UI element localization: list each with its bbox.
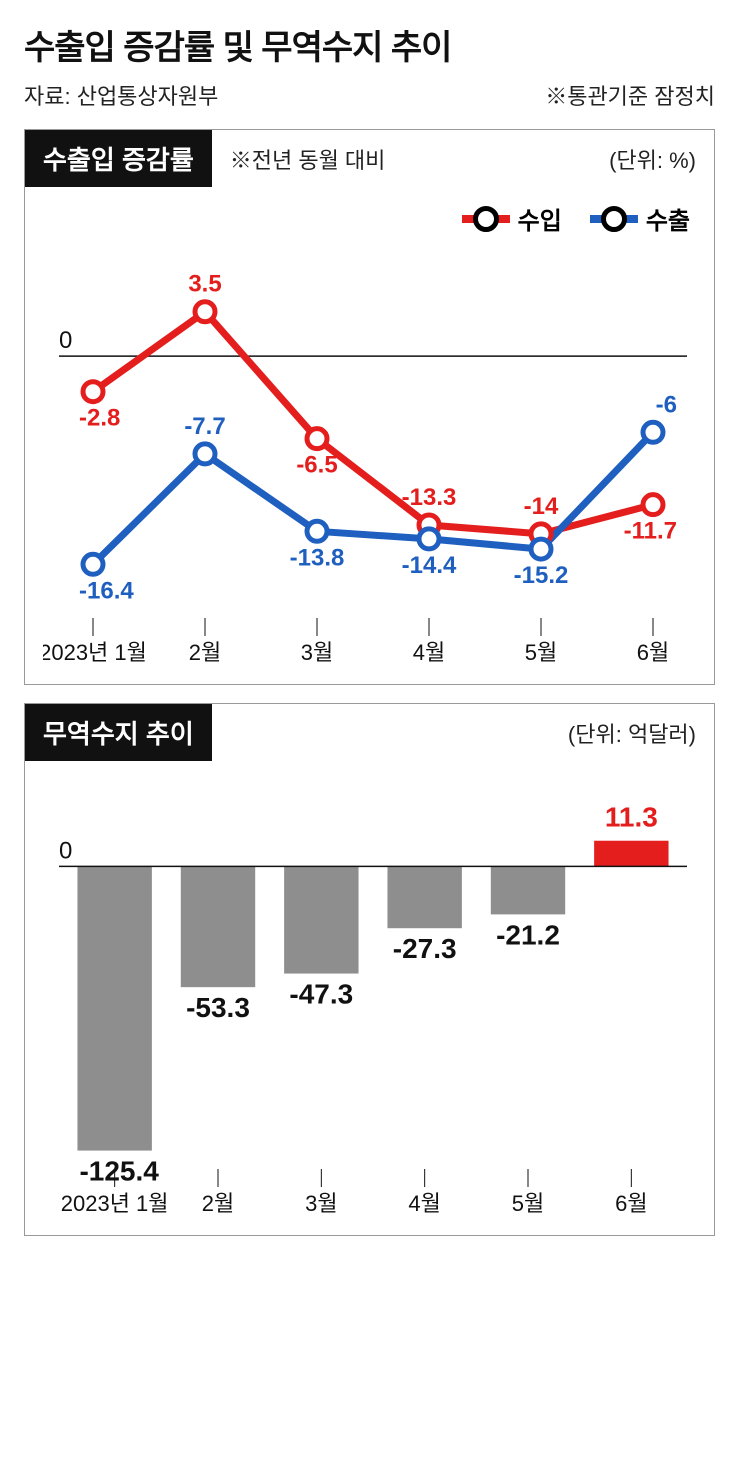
svg-text:3월: 3월 bbox=[301, 640, 333, 665]
legend-swatch bbox=[462, 215, 510, 223]
legend-item: 수입 bbox=[462, 201, 562, 236]
legend-item: 수출 bbox=[590, 201, 690, 236]
svg-text:5월: 5월 bbox=[512, 1191, 544, 1216]
svg-text:-21.2: -21.2 bbox=[496, 919, 560, 950]
svg-text:-27.3: -27.3 bbox=[393, 933, 457, 964]
svg-text:6월: 6월 bbox=[637, 640, 669, 665]
svg-text:0: 0 bbox=[59, 837, 72, 864]
svg-text:-47.3: -47.3 bbox=[289, 979, 353, 1010]
svg-text:-16.4: -16.4 bbox=[79, 577, 134, 604]
svg-text:11.3: 11.3 bbox=[605, 802, 658, 833]
svg-text:2023년 1월: 2023년 1월 bbox=[43, 640, 147, 665]
svg-text:4월: 4월 bbox=[413, 640, 445, 665]
svg-text:-13.8: -13.8 bbox=[290, 544, 345, 571]
line-chart-note: ※전년 동월 대비 bbox=[230, 143, 386, 175]
svg-text:-6: -6 bbox=[656, 391, 677, 418]
legend-swatch bbox=[590, 215, 638, 223]
legend-label: 수출 bbox=[646, 201, 690, 236]
svg-text:4월: 4월 bbox=[408, 1191, 440, 1216]
bar-chart-unit: (단위: 억달러) bbox=[568, 717, 696, 749]
page-title: 수출입 증감률 및 무역수지 추이 bbox=[24, 20, 715, 69]
source-label: 자료: 산업통상자원부 bbox=[24, 79, 218, 111]
svg-text:0: 0 bbox=[59, 327, 72, 354]
svg-text:-53.3: -53.3 bbox=[186, 992, 250, 1023]
line-chart-svg: 0 -2.8 3.5 -6.5 -13.3 -14 -11.7 -16.4 -7.7 -13.8 -… bbox=[43, 240, 703, 670]
svg-text:3월: 3월 bbox=[305, 1191, 337, 1216]
legend-label: 수입 bbox=[518, 201, 562, 236]
footnote-right: ※통관기준 잠정치 bbox=[545, 79, 715, 111]
svg-text:-7.7: -7.7 bbox=[184, 413, 225, 440]
svg-text:2월: 2월 bbox=[189, 640, 221, 665]
bar-chart-svg: 0 -125.4 -53.3 -47.3 -27.3 -21.2 11.3 2023년 1월 2… bbox=[43, 761, 703, 1221]
svg-text:-14: -14 bbox=[524, 493, 559, 520]
line-chart-panel: 수출입 증감률 ※전년 동월 대비 (단위: %) 수입 수출 0 -2.8 3.5 -… bbox=[24, 129, 715, 685]
svg-text:5월: 5월 bbox=[525, 640, 557, 665]
bar-chart-title: 무역수지 추이 bbox=[25, 704, 212, 761]
svg-text:-6.5: -6.5 bbox=[296, 452, 337, 479]
svg-text:-14.4: -14.4 bbox=[402, 552, 457, 579]
line-chart-legend: 수입 수출 bbox=[43, 187, 696, 240]
svg-text:-125.4: -125.4 bbox=[79, 1156, 159, 1187]
line-chart-unit: (단위: %) bbox=[609, 143, 696, 175]
svg-text:2023년 1월: 2023년 1월 bbox=[61, 1191, 169, 1216]
svg-text:2월: 2월 bbox=[202, 1191, 234, 1216]
bar-chart-panel: 무역수지 추이 (단위: 억달러) 0 -125.4 -53.3 -47.3 -27.3… bbox=[24, 703, 715, 1236]
svg-text:-13.3: -13.3 bbox=[402, 484, 457, 511]
svg-text:-11.7: -11.7 bbox=[624, 518, 677, 545]
svg-text:-2.8: -2.8 bbox=[79, 405, 120, 432]
line-chart-title: 수출입 증감률 bbox=[25, 130, 212, 187]
svg-text:6월: 6월 bbox=[615, 1191, 647, 1216]
svg-text:3.5: 3.5 bbox=[188, 271, 221, 298]
svg-text:-15.2: -15.2 bbox=[514, 562, 569, 589]
